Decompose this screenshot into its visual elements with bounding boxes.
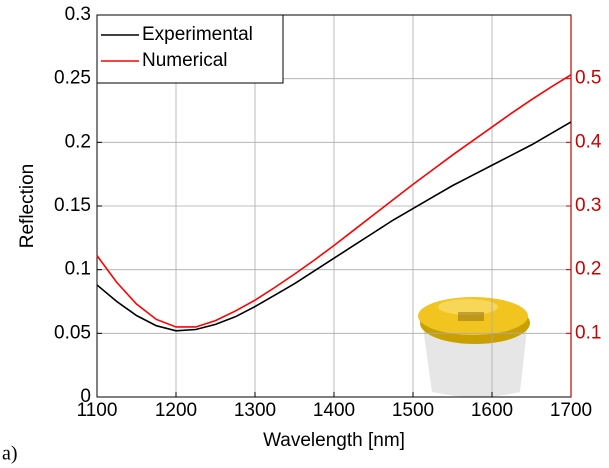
y2-tick-label: 0.2	[575, 259, 601, 280]
plot: 1100 1200 1300 1400 1500 1600 1700 0 0.05 0.1 0.15…	[54, 4, 602, 421]
y2-tick-label: 0.5	[575, 68, 601, 89]
x-tick-label: 1600	[471, 400, 513, 421]
x-tick-label: 1100	[77, 400, 118, 421]
y-tick-label: 0.2	[65, 131, 91, 152]
y2-tick-label: 0.4	[575, 131, 602, 152]
y-tick-label: 0	[80, 386, 91, 407]
x-tick-label: 1300	[234, 400, 276, 421]
series-line	[96, 121, 572, 332]
y-tick-label: 0.25	[54, 68, 91, 89]
y2-tick-label: 0.3	[575, 195, 601, 216]
x-tick-label: 1500	[392, 400, 434, 421]
y-tick-label: 0.05	[54, 322, 91, 343]
legend-box	[96, 14, 284, 84]
legend-label: Numerical	[142, 50, 228, 71]
y2-tick-label: 0.1	[575, 322, 601, 343]
y-axis-label: Reflection	[17, 164, 38, 249]
x-tick-label: 1700	[550, 400, 592, 421]
x-axis-label: Wavelength [nm]	[263, 430, 405, 451]
series-line	[96, 74, 572, 328]
legend-label: Experimental	[142, 24, 253, 45]
panel-label: a)	[2, 443, 18, 465]
x-tick-label: 1200	[155, 400, 197, 421]
y-tick-label: 0.15	[54, 195, 91, 216]
y-tick-label: 0.1	[65, 259, 91, 280]
y-tick-label: 0.3	[65, 4, 91, 25]
x-tick-label: 1400	[313, 400, 355, 421]
inset-image	[418, 297, 534, 397]
